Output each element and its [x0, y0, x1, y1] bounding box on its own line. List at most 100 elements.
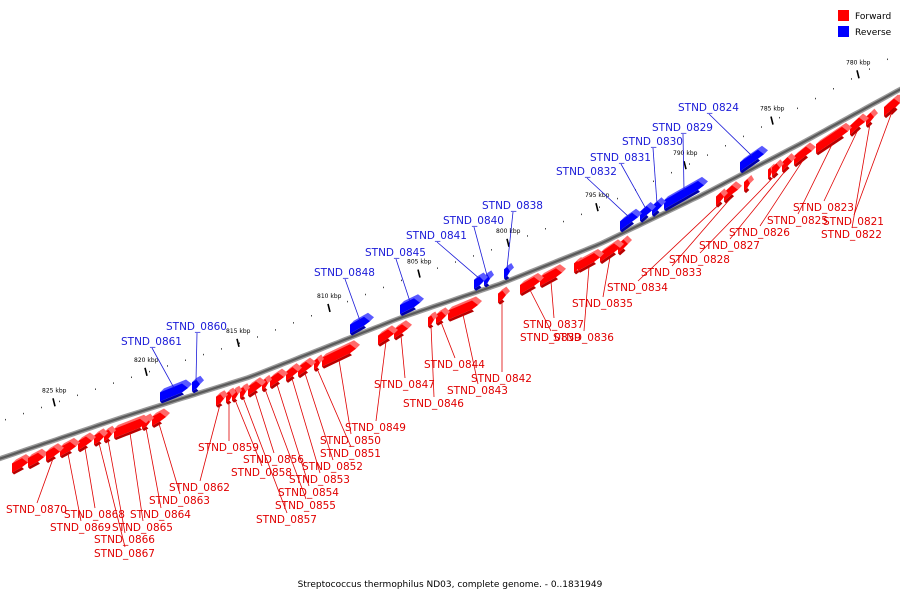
gene-STND_0839[interactable] [520, 273, 544, 296]
gene-STND_0848[interactable] [350, 312, 374, 336]
gene-front-face [192, 379, 200, 392]
gene-label[interactable]: STND_0865 [112, 522, 173, 534]
gene-STND_0823[interactable] [850, 113, 869, 137]
gene-extra[interactable] [744, 175, 754, 194]
gene-label[interactable]: STND_0860 [166, 321, 227, 333]
gene-STND_0830[interactable] [652, 197, 666, 218]
gene-label[interactable]: STND_0837 [523, 319, 584, 331]
leader-line [264, 388, 307, 500]
gene-label[interactable]: STND_0826 [729, 227, 790, 239]
leader-line [708, 113, 753, 157]
gene-STND_0822[interactable] [866, 108, 878, 128]
gene-STND_0860[interactable] [192, 375, 204, 394]
gene-label[interactable]: STND_0863 [149, 495, 210, 507]
gene-STND_0853[interactable] [286, 363, 302, 383]
gene-STND_0843[interactable] [448, 296, 482, 322]
gene-label[interactable]: STND_0834 [607, 282, 668, 294]
gene-label[interactable]: STND_0845 [365, 247, 426, 259]
gene-STND_0821[interactable] [884, 94, 900, 119]
gene-label[interactable]: STND_0849 [345, 422, 406, 434]
gene-label[interactable]: STND_0841 [406, 230, 467, 242]
gene-label[interactable]: STND_0848 [314, 267, 375, 279]
gene-extra[interactable] [28, 448, 48, 470]
gene-label[interactable]: STND_0839 [520, 332, 581, 344]
gene-label[interactable]: STND_0842 [471, 373, 532, 385]
gene-label[interactable]: STND_0855 [275, 500, 336, 512]
gene-extra[interactable] [12, 454, 32, 475]
gene-STND_0842[interactable] [498, 286, 510, 305]
gene-STND_0833[interactable] [724, 181, 742, 204]
gene-STND_0856[interactable] [248, 377, 266, 398]
gene-label[interactable]: STND_0830 [622, 136, 683, 148]
gene-label[interactable]: STND_0824 [678, 102, 739, 114]
gene-label[interactable]: STND_0866 [94, 534, 155, 546]
gene-label[interactable]: STND_0858 [231, 467, 292, 479]
gene-STND_0825[interactable] [816, 122, 852, 156]
gene-label[interactable]: STND_0870 [6, 504, 67, 516]
gene-label[interactable]: STND_0840 [443, 215, 504, 227]
gene-label[interactable]: STND_0862 [169, 482, 230, 494]
gene-label[interactable]: STND_0827 [699, 240, 760, 252]
gene-label[interactable]: STND_0846 [403, 398, 464, 410]
gene-STND_0835[interactable] [600, 239, 624, 264]
gene-STND_0868[interactable] [78, 432, 96, 453]
gene-label[interactable]: STND_0832 [556, 166, 617, 178]
gene-label[interactable]: STND_0833 [641, 267, 702, 279]
gene-label[interactable]: STND_0853 [289, 474, 350, 486]
gene-STND_0832[interactable] [620, 208, 642, 233]
gene-label[interactable]: STND_0821 [823, 216, 884, 228]
gene-label[interactable]: STND_0829 [652, 122, 713, 134]
gene-STND_0863[interactable] [152, 408, 170, 428]
gene-label[interactable]: STND_0852 [302, 461, 363, 473]
gene-STND_0831[interactable] [640, 202, 656, 223]
gene-STND_0841[interactable] [474, 272, 488, 291]
gene-label[interactable]: STND_0831 [590, 152, 651, 164]
gene-STND_0869[interactable] [60, 437, 80, 459]
gene-STND_0827[interactable] [782, 153, 796, 174]
gene-label[interactable]: STND_0854 [278, 487, 339, 499]
gene-STND_0847[interactable] [394, 320, 412, 341]
gene-label[interactable]: STND_0836 [553, 332, 614, 344]
gene-label[interactable]: STND_0843 [447, 385, 508, 397]
gene-STND_0862[interactable] [216, 390, 228, 408]
gene-STND_0865[interactable] [114, 414, 150, 441]
gene-label[interactable]: STND_0867 [94, 548, 155, 560]
gene-STND_0870[interactable] [46, 443, 64, 464]
gene-label[interactable]: STND_0869 [50, 522, 111, 534]
gene-STND_0850[interactable] [322, 340, 360, 369]
gene-STND_0834[interactable] [716, 188, 728, 208]
gene-label[interactable]: STND_0847 [374, 379, 435, 391]
gene-label[interactable]: STND_0856 [243, 454, 304, 466]
gene-label[interactable]: STND_0850 [320, 435, 381, 447]
gene-STND_0824[interactable] [740, 145, 768, 174]
gene-STND_0829[interactable] [664, 176, 708, 212]
leader-line [316, 368, 352, 448]
gene-label[interactable]: STND_0861 [121, 336, 182, 348]
tick-label: 790 kbp [673, 150, 698, 157]
gene-label[interactable]: STND_0857 [256, 514, 317, 526]
gene-label[interactable]: STND_0868 [64, 509, 125, 521]
gene-STND_0836[interactable] [578, 249, 604, 273]
gene-label[interactable]: STND_0851 [320, 448, 381, 460]
gene-label[interactable]: STND_0838 [482, 200, 543, 212]
gene-STND_0849[interactable] [378, 325, 398, 347]
gene-STND_0838[interactable] [504, 263, 514, 281]
gene-label[interactable]: STND_0828 [669, 254, 730, 266]
tick-mark [856, 70, 860, 79]
gene-STND_0844[interactable] [436, 307, 450, 326]
gene-label[interactable]: STND_0825 [767, 215, 828, 227]
gene-label[interactable]: STND_0823 [793, 202, 854, 214]
gene-STND_0854[interactable] [270, 368, 288, 390]
gene-STND_0867[interactable] [94, 428, 108, 447]
gene-STND_0837[interactable] [540, 264, 566, 288]
gene-STND_0851[interactable] [314, 354, 324, 372]
gene-label[interactable]: STND_0859 [198, 442, 259, 454]
gene-label[interactable]: STND_0864 [130, 509, 191, 521]
gene-STND_0826[interactable] [794, 142, 816, 168]
gene-STND_0852[interactable] [298, 357, 316, 379]
gene-STND_0861[interactable] [160, 379, 192, 404]
gene-label[interactable]: STND_0844 [424, 359, 485, 371]
gene-label[interactable]: STND_0835 [572, 298, 633, 310]
gene-label[interactable]: STND_0822 [821, 229, 882, 241]
gene-STND_0845[interactable] [400, 294, 424, 316]
